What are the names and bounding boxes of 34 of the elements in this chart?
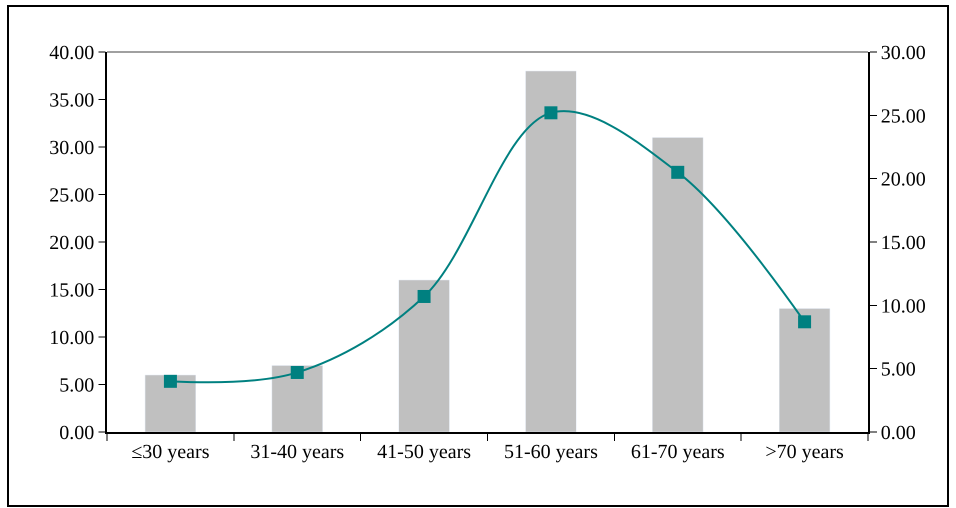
- x-tick-label: ≤30 years: [131, 440, 210, 463]
- y-tick-label: 35.00: [49, 90, 94, 112]
- y-tick-label: 10.00: [49, 327, 94, 349]
- y-tick-label: 20.00: [49, 232, 94, 254]
- y-tick-label: 25.00: [49, 184, 94, 206]
- x-tick-label: >70 years: [765, 440, 844, 463]
- y2-tick-label: 30.00: [880, 42, 926, 64]
- point: [544, 106, 558, 120]
- bar: [398, 280, 450, 432]
- bar: [144, 374, 196, 432]
- y-tick-label: 40.00: [49, 42, 94, 64]
- point: [164, 374, 177, 388]
- y-tick-label: 5.00: [59, 374, 94, 396]
- bar: [778, 308, 830, 432]
- y-tick-label: 0.00: [59, 422, 94, 444]
- x-tick-label: 31-40 years: [250, 440, 344, 463]
- x-tick-label: 51-60 years: [504, 440, 598, 463]
- y2-tick-label: 25.00: [880, 105, 926, 128]
- y2-tick-label: 20.00: [880, 168, 926, 191]
- point: [418, 290, 431, 303]
- x-tick-label: 61-70 years: [630, 440, 725, 463]
- point: [290, 366, 304, 379]
- y2-tick-label: 0.00: [880, 422, 916, 444]
- y-tick-label: 15.00: [49, 280, 94, 302]
- bar: [525, 70, 577, 432]
- point: [671, 166, 684, 179]
- y2-tick-label: 10.00: [880, 295, 926, 318]
- point: [798, 315, 812, 328]
- x-tick-label: 41-50 years: [377, 440, 472, 463]
- bar: [652, 137, 704, 432]
- y2-tick-label: 5.00: [880, 358, 916, 381]
- y2-tick-label: 15.00: [880, 232, 926, 254]
- bar: [272, 365, 323, 432]
- y-tick-label: 30.00: [49, 137, 94, 159]
